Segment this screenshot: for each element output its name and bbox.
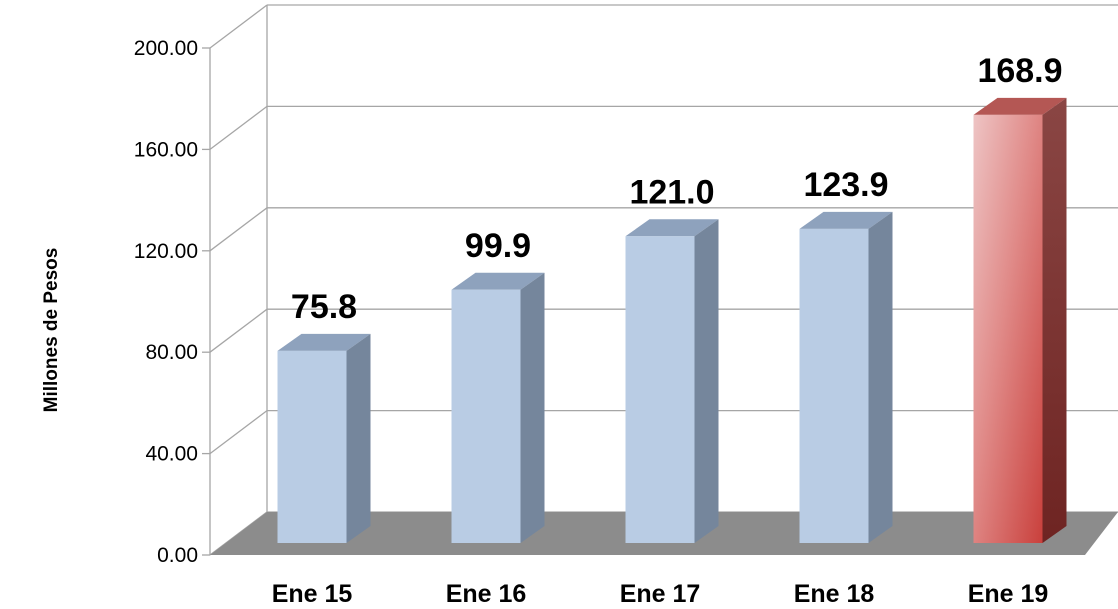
bar-ene-15: [277, 333, 371, 543]
x-tick-label: Ene 15: [272, 580, 353, 608]
x-tick-label: Ene 16: [446, 580, 527, 608]
bar-front: [277, 350, 347, 543]
y-axis-label: Millones de Pesos: [41, 248, 62, 413]
data-label: 99.9: [465, 227, 531, 265]
gridline-depth: [209, 207, 268, 252]
gridline-depth: [209, 4, 268, 49]
bar-side: [1042, 97, 1067, 543]
gridline-depth: [209, 308, 268, 353]
bar-side: [694, 219, 719, 543]
bar-side: [346, 333, 371, 543]
bar-front: [799, 228, 869, 543]
data-label: 121.0: [629, 173, 714, 211]
bar-front: [973, 114, 1043, 543]
bar-top: [625, 219, 719, 237]
data-label: 123.9: [803, 166, 888, 204]
bar-top: [973, 97, 1067, 115]
y-tick-label: 80.00: [145, 341, 198, 364]
bar-side: [520, 272, 545, 543]
bar-ene-19: [973, 97, 1067, 543]
y-tick-label: 160.00: [134, 138, 198, 161]
bar-front: [625, 236, 695, 543]
bar-ene-18: [799, 211, 893, 543]
data-label: 75.8: [291, 288, 357, 326]
data-label: 168.9: [977, 52, 1062, 90]
bar-ene-17: [625, 219, 719, 543]
bar-top: [451, 272, 545, 290]
gridline-depth: [209, 410, 268, 455]
bar-front: [451, 289, 521, 543]
bar-top: [799, 211, 893, 229]
data-labels: 75.8 99.9 121.0 123.9 168.9: [291, 52, 1063, 326]
x-tick-label: Ene 17: [620, 580, 701, 608]
gridline-depth: [209, 105, 268, 150]
bars-layer: [277, 97, 1067, 543]
bar-top: [277, 333, 371, 351]
y-tick-label: 200.00: [134, 37, 198, 60]
x-tick-label: Ene 18: [794, 580, 875, 608]
y-tick-label: 120.00: [134, 240, 198, 263]
bar-side: [868, 211, 893, 543]
y-tick-labels: 0.00 40.00 80.00 120.00 160.00 200.00: [134, 37, 198, 567]
x-tick-labels: Ene 15 Ene 16 Ene 17 Ene 18 Ene 19: [272, 580, 1049, 608]
y-tick-label: 40.00: [145, 443, 198, 466]
bar-ene-16: [451, 272, 545, 543]
x-tick-label: Ene 19: [968, 580, 1049, 608]
y-tick-label: 0.00: [157, 544, 198, 567]
